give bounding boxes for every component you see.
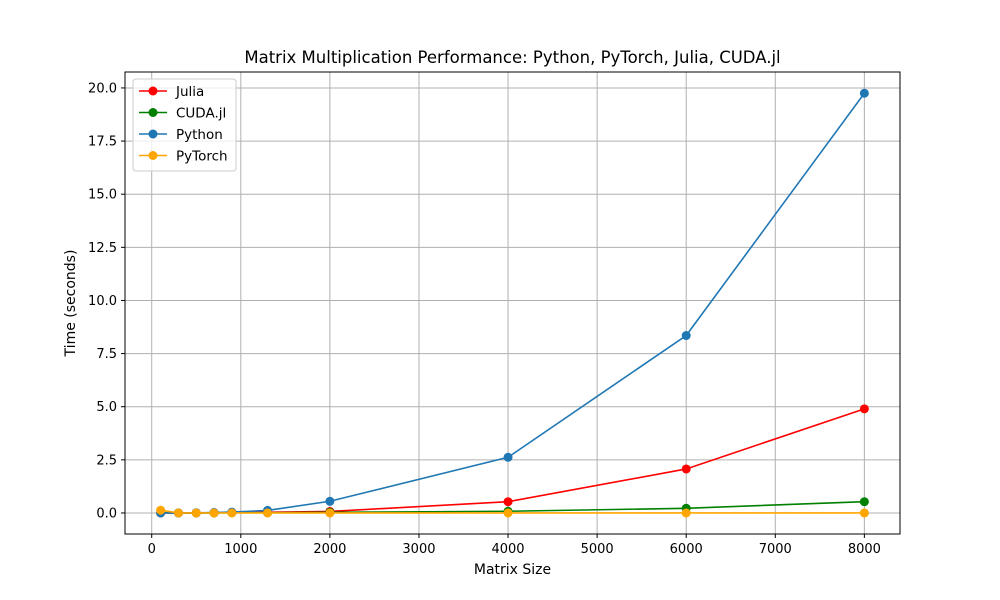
data-point-pytorch bbox=[209, 508, 219, 518]
y-tick-label: 5.0 bbox=[96, 400, 117, 415]
y-tick-label: 20.0 bbox=[88, 81, 117, 96]
legend-item-python: Python bbox=[139, 127, 223, 143]
series-layer bbox=[156, 88, 869, 518]
data-point-julia bbox=[681, 464, 691, 474]
legend-box bbox=[132, 78, 237, 172]
data-point-pytorch bbox=[325, 508, 335, 518]
data-point-python bbox=[325, 496, 335, 506]
legend-label: PyTorch bbox=[176, 149, 228, 165]
series-pytorch bbox=[156, 505, 869, 518]
x-tick-label: 7000 bbox=[759, 542, 792, 557]
legend-label: Julia bbox=[175, 84, 204, 100]
data-point-pytorch bbox=[503, 508, 513, 518]
x-tick-label: 6000 bbox=[670, 542, 703, 557]
x-tick-label: 3000 bbox=[402, 542, 435, 557]
data-point-pytorch bbox=[859, 508, 869, 518]
legend-swatch-marker bbox=[148, 86, 158, 96]
data-point-python bbox=[859, 88, 869, 98]
x-tick-label: 8000 bbox=[848, 542, 881, 557]
legend-label: CUDA.jl bbox=[176, 106, 226, 122]
data-point-python bbox=[681, 331, 691, 341]
data-point-pytorch bbox=[173, 508, 183, 518]
y-tick-label: 15.0 bbox=[88, 188, 117, 203]
data-point-pytorch bbox=[156, 505, 166, 515]
data-point-pytorch bbox=[191, 508, 201, 518]
data-point-python bbox=[503, 452, 513, 462]
legend-item-pytorch: PyTorch bbox=[139, 149, 228, 165]
legend-swatch-marker bbox=[148, 108, 158, 117]
legend-item-cuda-jl: CUDA.jl bbox=[139, 106, 226, 122]
legend-swatch-marker bbox=[148, 129, 158, 139]
x-tick-label: 5000 bbox=[581, 542, 614, 557]
y-tick-label: 12.5 bbox=[88, 241, 117, 256]
data-point-pytorch bbox=[681, 508, 691, 518]
x-axis-label: Matrix Size bbox=[474, 562, 551, 578]
x-tick-label: 4000 bbox=[491, 542, 524, 557]
series-line-pytorch bbox=[160, 509, 865, 514]
legend-item-julia: Julia bbox=[139, 84, 204, 100]
y-tick-label: 0.0 bbox=[96, 506, 117, 521]
data-point-julia bbox=[859, 404, 869, 414]
legend: Julia CUDA.jl Python PyTorch bbox=[132, 78, 237, 172]
data-point-pytorch bbox=[227, 508, 237, 518]
y-tick-label: 17.5 bbox=[88, 135, 117, 150]
plot-frame bbox=[124, 71, 901, 535]
y-tick-label: 7.5 bbox=[96, 347, 117, 362]
x-tick-label: 0 bbox=[148, 542, 156, 557]
x-tick-label: 2000 bbox=[313, 542, 346, 557]
legend-label: Python bbox=[176, 127, 223, 143]
y-tick-label: 10.0 bbox=[88, 294, 117, 309]
legend-swatch-marker bbox=[148, 151, 158, 160]
x-tick-label: 1000 bbox=[224, 542, 257, 557]
data-point-cuda-jl bbox=[859, 497, 869, 507]
ticks: 0 1000 2000 3000 4000 5000 6000 7000 8000 0.0 2.5 5… bbox=[88, 81, 881, 557]
y-axis-label: Time (seconds) bbox=[63, 250, 79, 358]
y-tick-label: 2.5 bbox=[96, 453, 117, 468]
chart-title: Matrix Multiplication Performance: Pytho… bbox=[244, 48, 780, 67]
data-point-julia bbox=[503, 497, 513, 507]
data-point-pytorch bbox=[263, 508, 273, 518]
